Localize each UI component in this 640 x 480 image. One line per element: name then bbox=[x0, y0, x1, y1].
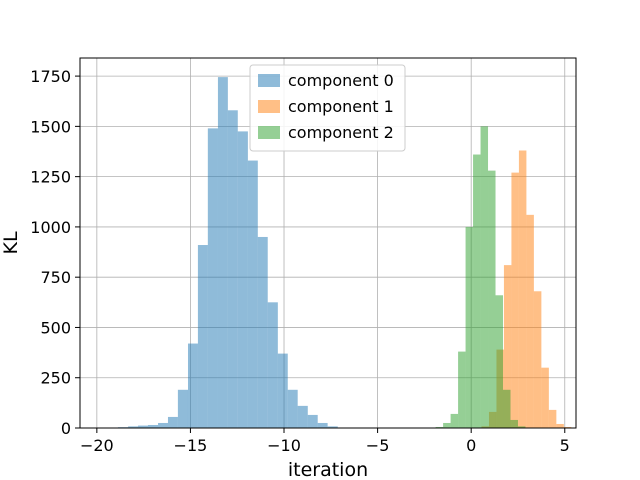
histogram-bar-component-2 bbox=[465, 226, 474, 428]
histogram-bar-component-0 bbox=[197, 245, 208, 428]
x-tick-label: −15 bbox=[174, 436, 208, 455]
x-tick-label: −5 bbox=[366, 436, 390, 455]
histogram-bars bbox=[108, 77, 572, 429]
histogram-bar-component-0 bbox=[277, 353, 288, 428]
legend-label: component 1 bbox=[288, 97, 394, 116]
y-tick-label: 1000 bbox=[30, 218, 71, 237]
histogram-bar-component-1 bbox=[533, 291, 542, 428]
y-tick-label: 1750 bbox=[30, 67, 71, 86]
histogram-bar-component-2 bbox=[495, 295, 504, 428]
legend-label: component 0 bbox=[288, 71, 394, 90]
x-tick-label: −10 bbox=[267, 436, 301, 455]
y-axis-label: KL bbox=[0, 231, 22, 254]
legend-box bbox=[249, 64, 406, 152]
x-axis-label: iteration bbox=[288, 459, 368, 480]
axis-ticks: −20 −15 −10 −5 0 5 0 250 500 750 1000 1250 1500 1750 bbox=[30, 67, 570, 455]
histogram-bar-component-1 bbox=[503, 265, 512, 428]
histogram-bar-component-0 bbox=[128, 426, 139, 428]
histogram-bar-component-1 bbox=[541, 367, 549, 428]
histogram-bar-component-0 bbox=[257, 236, 268, 428]
histogram-bar-component-0 bbox=[297, 405, 308, 428]
histogram-bar-component-0 bbox=[267, 302, 278, 428]
histogram-bar-component-0 bbox=[167, 416, 178, 428]
x-tick-label: −20 bbox=[80, 436, 114, 455]
histogram-bar-component-2 bbox=[510, 419, 518, 428]
legend-swatch bbox=[258, 100, 280, 113]
x-tick-label: 5 bbox=[560, 436, 570, 455]
histogram-bar-component-2 bbox=[517, 426, 526, 428]
y-tick-label: 250 bbox=[40, 369, 71, 388]
histogram-bar-component-0 bbox=[177, 389, 188, 428]
histogram-bar-component-1 bbox=[526, 214, 534, 428]
histogram-bar-component-0 bbox=[138, 425, 148, 428]
histogram-bar-component-1 bbox=[511, 172, 519, 428]
y-tick-label: 1500 bbox=[30, 117, 71, 136]
histogram-bar-component-0 bbox=[307, 414, 318, 428]
histogram-bar-component-1 bbox=[548, 409, 557, 428]
histogram-bar-component-2 bbox=[488, 170, 496, 428]
histogram-bar-component-0 bbox=[227, 110, 238, 429]
y-tick-label: 0 bbox=[61, 419, 71, 438]
histogram-bar-component-0 bbox=[287, 389, 298, 428]
histogram-bar-component-2 bbox=[450, 413, 459, 428]
histogram-bar-component-0 bbox=[158, 422, 168, 428]
histogram-bar-component-0 bbox=[217, 77, 228, 428]
y-tick-label: 500 bbox=[40, 318, 71, 337]
histogram-bar-component-1 bbox=[563, 426, 572, 428]
y-tick-label: 750 bbox=[40, 268, 71, 287]
y-tick-label: 1250 bbox=[30, 168, 71, 187]
histogram-bar-component-0 bbox=[317, 422, 328, 428]
legend-label: component 2 bbox=[288, 123, 394, 142]
legend-swatch bbox=[258, 126, 280, 139]
histogram-bar-component-0 bbox=[147, 424, 159, 428]
histogram-bar-component-2 bbox=[480, 126, 489, 428]
histogram-bar-component-0 bbox=[327, 426, 338, 428]
histogram-bar-component-1 bbox=[518, 150, 527, 428]
histogram-bar-component-0 bbox=[187, 343, 198, 428]
x-tick-label: 0 bbox=[466, 436, 476, 455]
histogram-bar-component-2 bbox=[458, 351, 466, 428]
histogram-bar-component-2 bbox=[473, 154, 481, 429]
plot-frame bbox=[79, 57, 577, 429]
histogram-bar-component-2 bbox=[503, 389, 511, 428]
histogram-bar-component-0 bbox=[207, 128, 218, 428]
legend-swatch bbox=[258, 74, 280, 87]
histogram-bar-component-2 bbox=[435, 426, 444, 428]
histogram-bar-component-2 bbox=[443, 422, 451, 428]
histogram-bar-component-0 bbox=[247, 160, 258, 428]
histogram-bar-component-1 bbox=[556, 423, 564, 428]
legend: component 0 component 1 component 2 bbox=[249, 64, 406, 152]
histogram-bar-component-0 bbox=[237, 131, 248, 429]
